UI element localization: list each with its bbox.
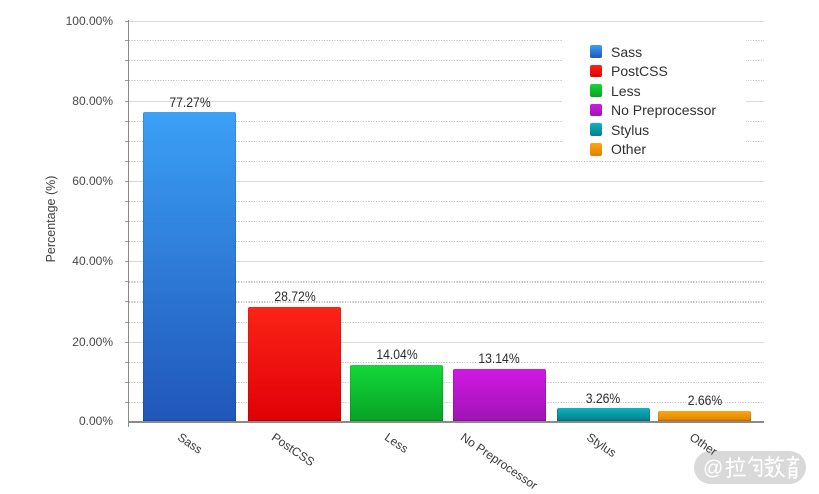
svg-text:@: @ (703, 458, 723, 480)
